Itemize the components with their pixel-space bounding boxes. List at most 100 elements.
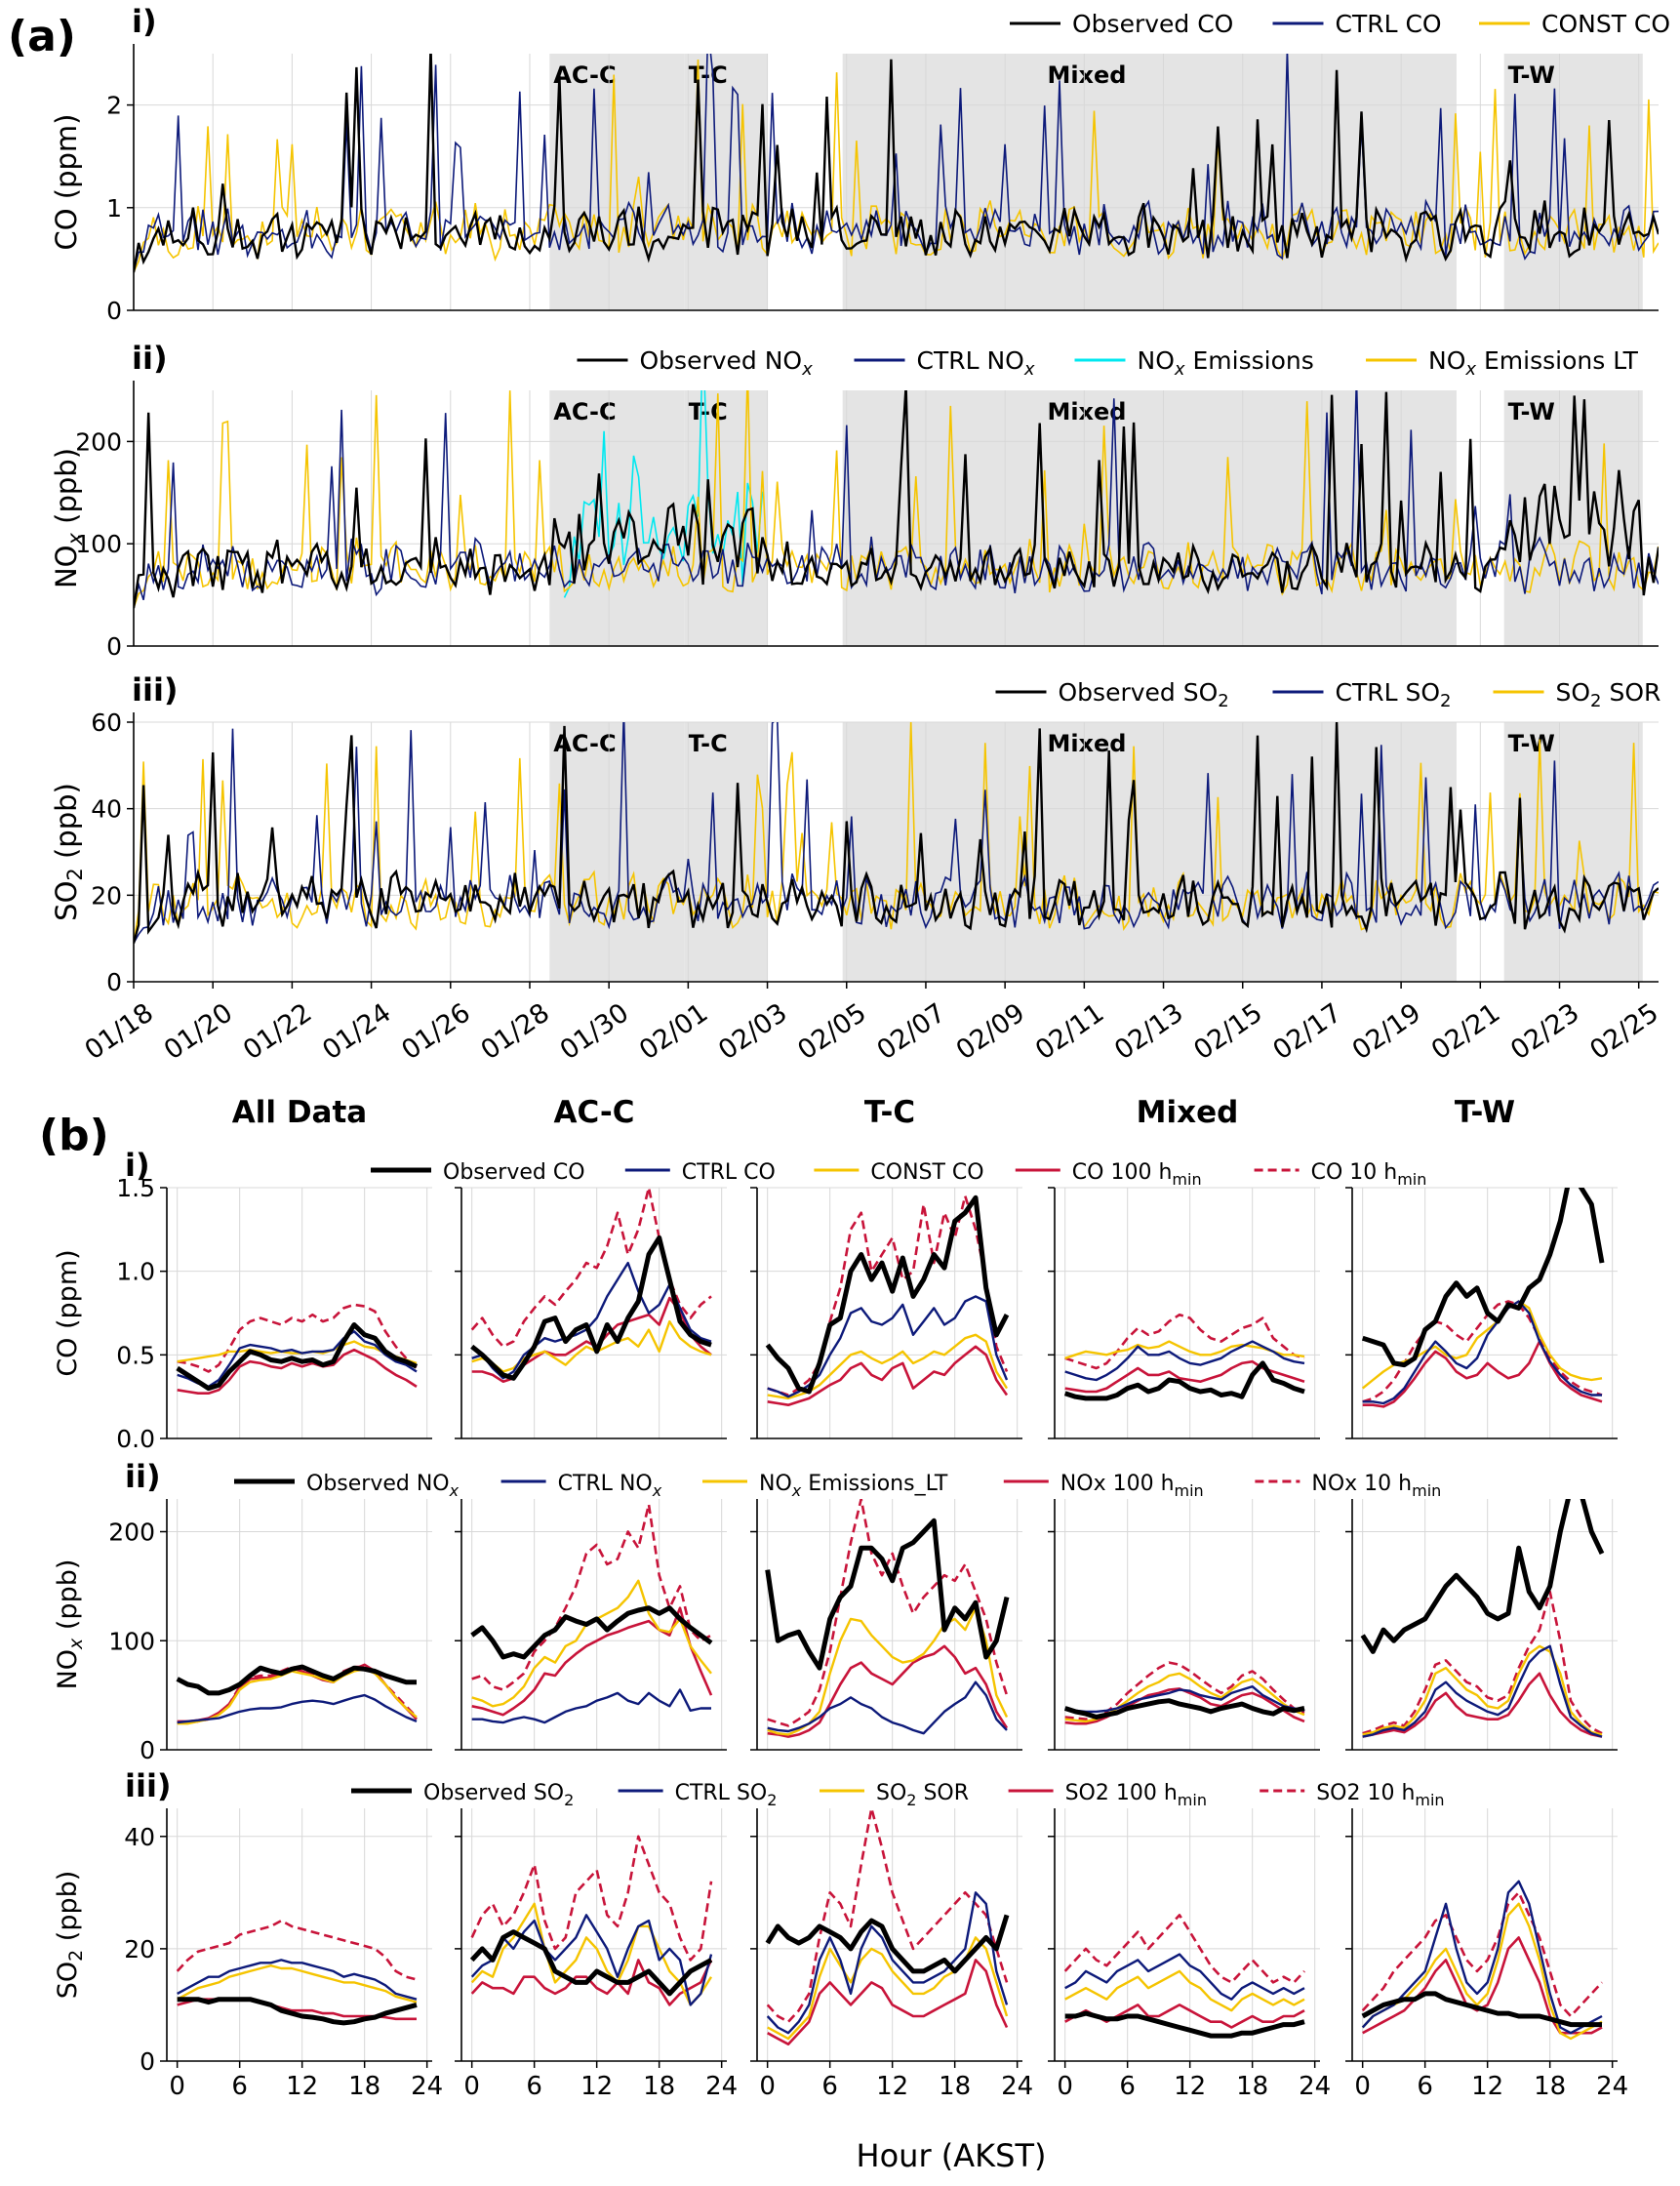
row-tag: iii): [132, 671, 179, 708]
date-tick-label: 02/17: [1267, 997, 1347, 1066]
series-alt-Mixed: [1064, 1969, 1305, 2012]
date-tick-label: 01/24: [317, 997, 397, 1066]
legend-label: CO 100 hmin: [1072, 1160, 1202, 1189]
y-axis-label: CO (ppm): [53, 1249, 83, 1376]
x-tick-label: 24: [1299, 2072, 1331, 2101]
period-shade-T-W: [1503, 54, 1643, 310]
x-axis-title: Hour (AKST): [857, 2137, 1047, 2174]
series-alt-AC-C: [470, 1902, 713, 2006]
y-tick-label: 40: [91, 795, 122, 824]
y-tick-label: 60: [91, 708, 122, 737]
x-tick-label: 0: [1057, 2072, 1073, 2101]
series-ctrl-AC-C: [471, 1688, 711, 1724]
series-observed-All-Data: [176, 1322, 419, 1392]
legend-label: CTRL SO2: [1336, 678, 1452, 711]
x-tick-label: 6: [821, 2072, 838, 2101]
period-label: Mixed: [1047, 61, 1126, 89]
x-tick-label: 12: [580, 2072, 613, 2101]
row-tag: i): [132, 3, 157, 40]
column-title: AC-C: [553, 1095, 634, 1130]
series-observed-row3: [134, 722, 1659, 944]
y-tick-label: 200: [108, 1518, 155, 1547]
y-tick-label: 20: [124, 1935, 155, 1963]
date-tick-label: 02/21: [1426, 997, 1506, 1066]
y-tick-label: 0: [140, 1736, 155, 1764]
legend-label: Observed SO2: [423, 1781, 574, 1809]
legend-label: CTRL SO2: [675, 1781, 778, 1809]
row-tag: iii): [125, 1767, 172, 1804]
series-h10-T-C: [766, 1808, 1009, 2023]
series-alt-All-Data: [177, 1963, 418, 2004]
series-ctrl-T-W: [1361, 1880, 1603, 2035]
series-h10-All-Data: [177, 1303, 418, 1373]
row-tag: ii): [125, 1458, 161, 1495]
y-tick-label: 20: [91, 881, 122, 910]
date-tick-label: 01/28: [475, 997, 555, 1066]
series-alt-Mixed: [1064, 1340, 1305, 1359]
series-h10-T-W: [1362, 1590, 1603, 1735]
date-tick-label: 01/30: [555, 997, 635, 1066]
y-tick-label: 0: [140, 2047, 155, 2076]
legend-label: CTRL NOx: [558, 1472, 662, 1500]
series-h100-T-W: [1362, 1340, 1603, 1408]
legend-label: NOx 10 hmin: [1311, 1472, 1441, 1500]
legend-label: SO2 SOR: [876, 1781, 969, 1809]
period-label: T-W: [1508, 730, 1555, 757]
date-tick-label: 02/15: [1188, 997, 1268, 1066]
series-ctrl-T-C: [766, 1891, 1009, 2035]
series-h10-AC-C: [471, 1503, 712, 1691]
series-ctrl-T-W: [1362, 1300, 1602, 1405]
date-tick-label: 01/26: [396, 997, 476, 1066]
legend-label: SO2 SOR: [1556, 678, 1661, 711]
x-tick-label: 12: [1471, 2072, 1503, 2101]
date-tick-label: 02/23: [1505, 997, 1585, 1066]
y-tick-label: 0: [106, 632, 122, 661]
date-tick-label: 02/13: [1109, 997, 1189, 1066]
x-tick-label: 24: [705, 2072, 738, 2101]
series-observed-AC-C: [470, 1605, 713, 1660]
series-alt-row3: [134, 722, 1659, 944]
period-shade-Mixed: [842, 390, 1457, 646]
series-alt-All-Data: [177, 1340, 418, 1365]
legend-label: SO2 100 hmin: [1065, 1781, 1207, 1809]
series-h10-T-C: [767, 1194, 1009, 1397]
x-tick-label: 24: [1001, 2072, 1033, 2101]
y-tick-label: 40: [124, 1823, 155, 1851]
period-label: T-W: [1508, 398, 1555, 425]
x-tick-label: 0: [169, 2072, 185, 2101]
legend-label: CO 10 hmin: [1311, 1160, 1427, 1189]
series-h10-Mixed: [1063, 1914, 1305, 1984]
y-tick-label: 100: [75, 530, 122, 558]
series-ctrl-All-Data: [177, 1959, 418, 2001]
legend-label: Observed NOx: [306, 1472, 460, 1500]
series-ctrl-T-C: [767, 1295, 1009, 1398]
series-h10-T-W: [1361, 1891, 1603, 2018]
date-tick-label: 02/01: [634, 997, 714, 1066]
legend-label: Observed CO: [1072, 10, 1233, 38]
column-title: T-W: [1455, 1095, 1515, 1130]
series-alt-T-W: [1362, 1644, 1603, 1736]
legend-label: NOx Emissions_LT: [759, 1472, 948, 1500]
period-shade-T-C: [684, 722, 768, 982]
legend-label: Observed NOx: [640, 346, 814, 380]
x-tick-label: 12: [1174, 2072, 1206, 2101]
date-tick-label: 01/22: [238, 997, 318, 1066]
series-observed-Mixed: [1063, 1360, 1305, 1401]
x-tick-label: 24: [1596, 2072, 1628, 2101]
x-tick-label: 18: [1534, 2072, 1566, 2101]
series-h100-AC-C: [470, 1959, 713, 2006]
x-tick-label: 18: [939, 2072, 971, 2101]
y-tick-label: 1: [106, 194, 122, 223]
y-tick-label: 100: [108, 1627, 155, 1655]
y-axis-label: CO (ppm): [50, 114, 83, 251]
series-h10-AC-C: [470, 1835, 713, 1962]
series-h10-Mixed: [1064, 1313, 1305, 1370]
x-tick-label: 6: [231, 2072, 248, 2101]
legend-label: NOx 100 hmin: [1060, 1472, 1204, 1500]
x-tick-label: 12: [286, 2072, 318, 2101]
row-tag: ii): [132, 340, 168, 377]
legend-label: NOx Emissions: [1138, 346, 1314, 380]
legend-label: CONST CO: [1541, 10, 1670, 38]
date-tick-label: 02/25: [1584, 997, 1664, 1066]
